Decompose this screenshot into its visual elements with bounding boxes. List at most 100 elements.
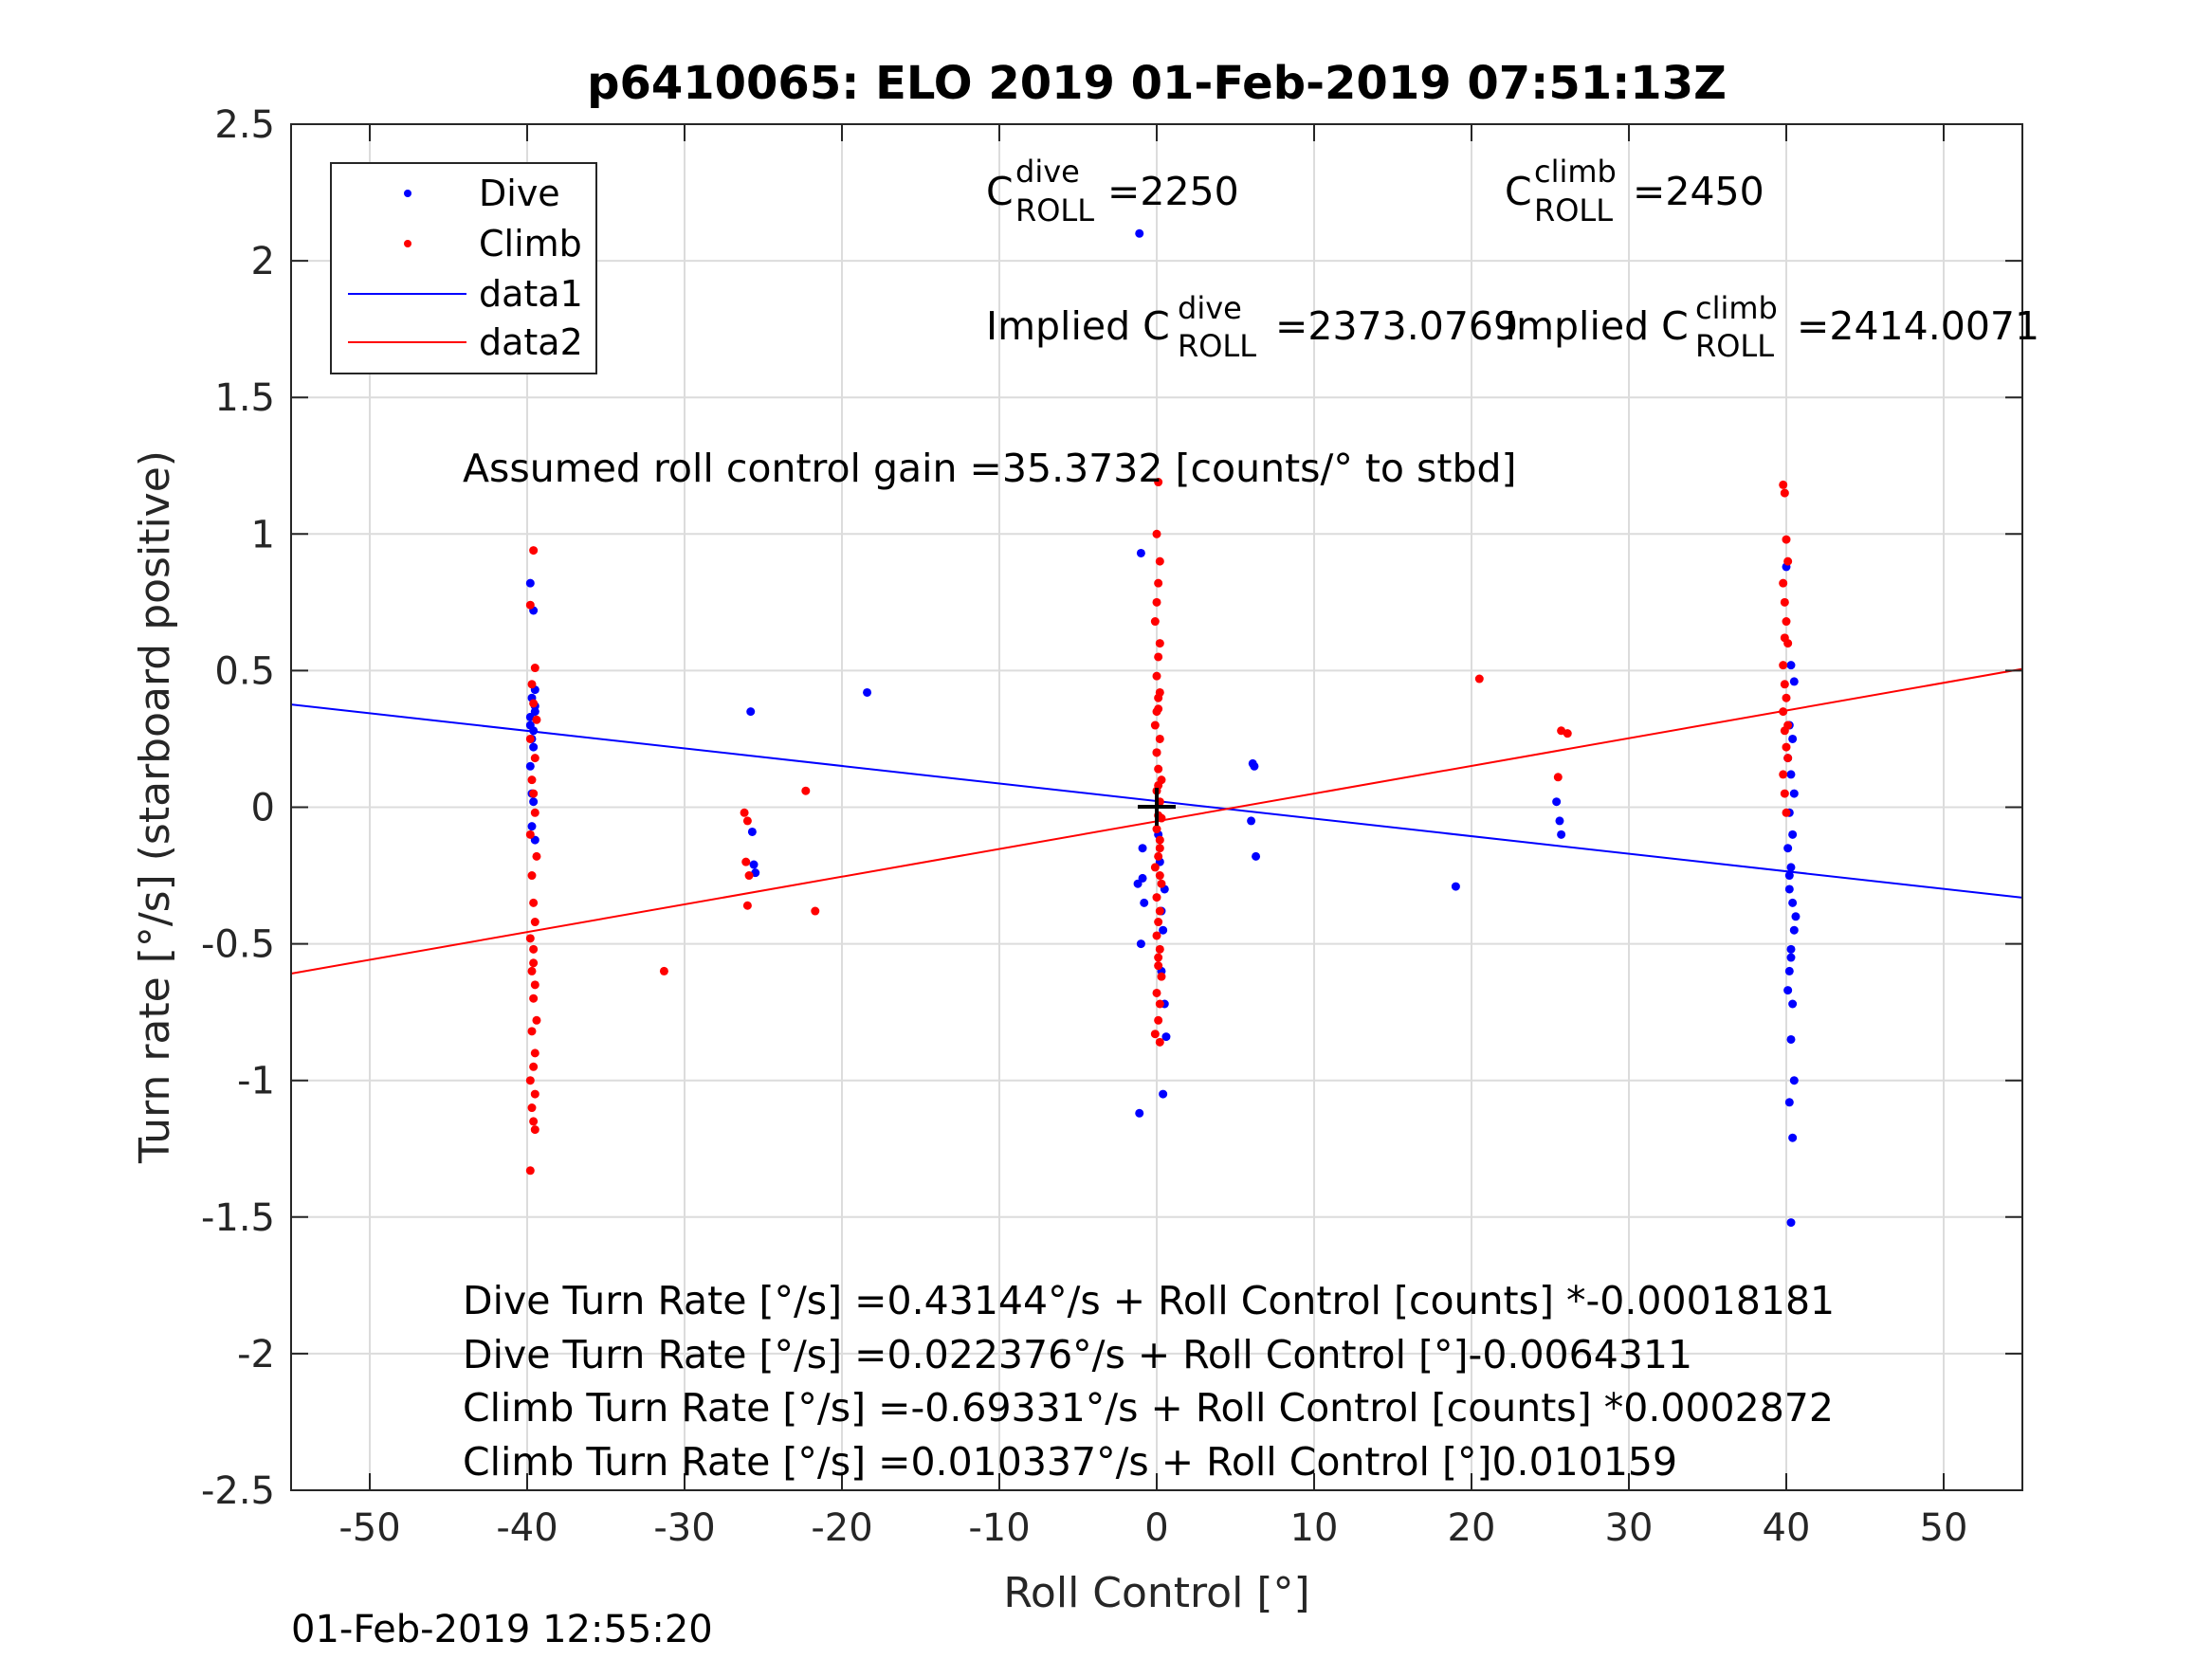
point-climb bbox=[1782, 742, 1791, 752]
y-tick-label: -0.5 bbox=[201, 923, 275, 967]
point-climb bbox=[1154, 652, 1163, 662]
point-climb bbox=[532, 1015, 541, 1025]
y-tick-label: 1.5 bbox=[214, 376, 275, 420]
annotation-c-dive: C dive ROLL =2250 bbox=[986, 154, 1239, 228]
point-climb bbox=[1780, 680, 1789, 689]
point-climb bbox=[742, 901, 752, 910]
point-climb bbox=[530, 664, 539, 673]
x-tick-label: -20 bbox=[811, 1506, 872, 1550]
point-dive bbox=[747, 827, 757, 836]
point-climb bbox=[1783, 754, 1793, 763]
annotation-implied-dive: Implied C dive ROLL =2373.0769 bbox=[986, 290, 1518, 364]
point-climb bbox=[529, 699, 539, 708]
point-dive bbox=[1788, 999, 1798, 1009]
point-dive bbox=[863, 687, 872, 697]
point-climb bbox=[801, 786, 811, 795]
point-climb bbox=[1155, 999, 1164, 1009]
point-climb bbox=[530, 918, 539, 927]
point-climb bbox=[529, 789, 539, 798]
point-climb bbox=[527, 966, 537, 975]
point-climb bbox=[532, 715, 541, 724]
point-climb bbox=[527, 680, 537, 689]
point-climb bbox=[529, 1117, 539, 1126]
point-dive bbox=[1250, 761, 1259, 771]
point-climb bbox=[1155, 944, 1164, 954]
legend-dive-marker bbox=[404, 190, 411, 197]
point-climb bbox=[1152, 597, 1161, 607]
annotation-c-dive-value: =2250 bbox=[1107, 169, 1239, 214]
point-dive bbox=[1784, 1098, 1794, 1107]
point-climb bbox=[525, 734, 535, 743]
timestamp: 01-Feb-2019 12:55:20 bbox=[291, 1608, 713, 1651]
point-dive bbox=[1786, 770, 1796, 779]
origin-marker bbox=[1138, 788, 1176, 826]
point-climb bbox=[1155, 844, 1164, 853]
ticks: -50 -40 -30 -20 -10 0 10 20 30 40 50 2.5 2 1.5 1 0.5 0 -0… bbox=[201, 103, 2022, 1550]
point-climb bbox=[1155, 734, 1164, 743]
point-climb bbox=[1155, 639, 1164, 648]
point-climb bbox=[1152, 931, 1161, 940]
y-tick-label: -1.5 bbox=[201, 1196, 275, 1240]
point-dive bbox=[525, 578, 535, 588]
point-climb bbox=[1157, 813, 1166, 823]
y-tick-label: 2 bbox=[251, 240, 275, 283]
point-dive bbox=[1784, 966, 1794, 975]
point-dive bbox=[1791, 912, 1801, 921]
point-dive bbox=[1140, 898, 1149, 907]
point-climb bbox=[530, 1089, 539, 1099]
point-dive bbox=[1789, 925, 1799, 935]
annotation-implied-climb-value: =2414.0071 bbox=[1797, 303, 2039, 349]
point-climb bbox=[530, 1125, 539, 1135]
point-dive bbox=[1136, 548, 1145, 557]
point-climb bbox=[1780, 488, 1789, 498]
point-climb bbox=[1152, 825, 1161, 834]
point-climb bbox=[525, 600, 535, 610]
point-climb bbox=[1150, 863, 1160, 872]
point-dive bbox=[1784, 871, 1794, 881]
x-tick-label: 0 bbox=[1144, 1506, 1168, 1550]
y-tick-label: 2.5 bbox=[214, 103, 275, 147]
legend-data2-label: data2 bbox=[479, 321, 583, 363]
point-dive bbox=[529, 797, 539, 807]
point-dive bbox=[1135, 1108, 1144, 1118]
point-climb bbox=[1152, 671, 1161, 681]
annotation-c-climb-value: =2450 bbox=[1633, 169, 1764, 214]
y-tick-label: -1 bbox=[237, 1060, 275, 1103]
point-climb bbox=[527, 1103, 537, 1113]
annotation-implied-climb-sub: ROLL bbox=[1695, 328, 1774, 364]
point-dive bbox=[1786, 1218, 1796, 1228]
point-climb bbox=[1157, 972, 1166, 981]
point-dive bbox=[1789, 677, 1799, 686]
point-climb bbox=[1155, 871, 1164, 881]
point-climb bbox=[1553, 773, 1563, 782]
point-dive bbox=[1788, 830, 1798, 839]
point-dive bbox=[529, 742, 539, 752]
point-climb bbox=[1782, 535, 1791, 544]
annotation-eq4: Climb Turn Rate [°/s] =0.010337°/s + Rol… bbox=[463, 1439, 1677, 1485]
point-climb bbox=[1782, 808, 1791, 817]
point-climb bbox=[1154, 478, 1163, 487]
legend-dive-label: Dive bbox=[479, 173, 560, 214]
point-climb bbox=[529, 546, 539, 556]
legend-climb-marker bbox=[404, 240, 411, 247]
annotation-implied-dive-value: =2373.0769 bbox=[1275, 303, 1518, 349]
point-climb bbox=[1154, 918, 1163, 927]
point-climb bbox=[1150, 617, 1160, 627]
y-tick-label: 0.5 bbox=[214, 649, 275, 693]
point-dive bbox=[1252, 851, 1261, 861]
y-tick-label: 1 bbox=[251, 513, 275, 556]
point-climb bbox=[1154, 780, 1163, 790]
point-dive bbox=[1557, 830, 1566, 839]
point-climb bbox=[525, 1076, 535, 1085]
point-climb bbox=[1154, 953, 1163, 962]
annotation-implied-climb-prefix: Implied C bbox=[1505, 303, 1689, 349]
point-climb bbox=[1152, 748, 1161, 757]
annotation-implied-dive-sub: ROLL bbox=[1178, 328, 1256, 364]
point-dive bbox=[1136, 939, 1145, 949]
annotation-c-dive-base: C bbox=[986, 169, 1014, 214]
point-climb bbox=[1782, 617, 1791, 627]
annotation-gain: Assumed roll control gain =35.3732 [coun… bbox=[463, 446, 1517, 491]
annotation-c-climb: C climb ROLL =2450 bbox=[1505, 154, 1764, 228]
point-dive bbox=[1138, 873, 1147, 883]
